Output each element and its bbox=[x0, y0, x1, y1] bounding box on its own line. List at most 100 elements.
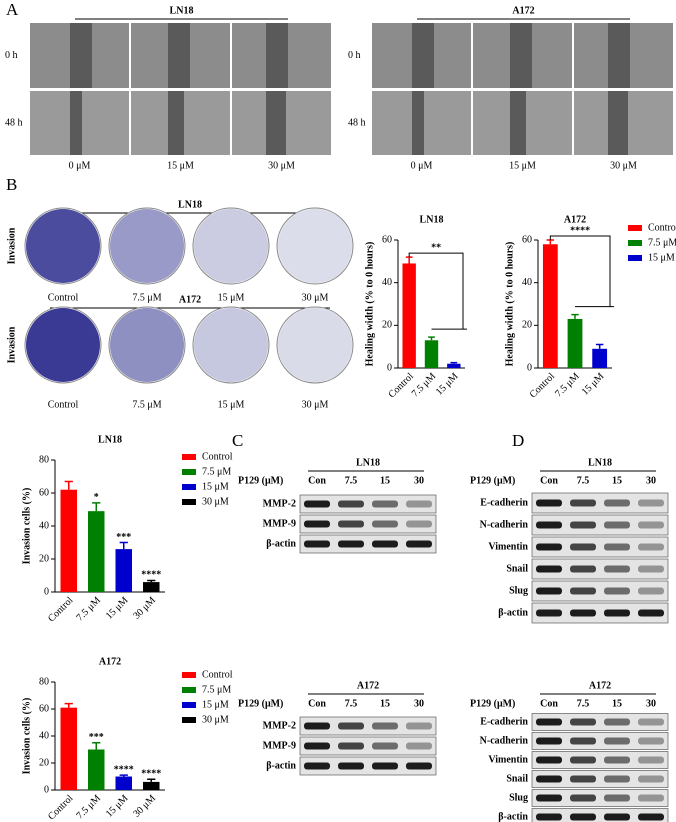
y-axis-label: Healing width (% to 0 hours) bbox=[504, 242, 515, 367]
band bbox=[604, 543, 630, 551]
band bbox=[304, 742, 330, 750]
band bbox=[638, 521, 664, 529]
band bbox=[638, 543, 664, 551]
bracket bbox=[549, 235, 614, 308]
band bbox=[338, 762, 364, 770]
column-label: Control bbox=[48, 399, 79, 410]
blot-strip bbox=[299, 716, 437, 736]
bar bbox=[402, 263, 416, 368]
band bbox=[536, 587, 562, 595]
band bbox=[536, 565, 562, 573]
band bbox=[406, 540, 432, 548]
band bbox=[372, 762, 398, 770]
panel-letter: C bbox=[232, 431, 243, 450]
wound-gap bbox=[510, 91, 526, 155]
wound-gap bbox=[608, 91, 628, 155]
y-tick-label: 0 bbox=[387, 362, 392, 373]
legend-label: Control bbox=[648, 222, 676, 233]
band bbox=[406, 742, 432, 750]
dose: 7.5 bbox=[577, 698, 590, 709]
band bbox=[406, 520, 432, 528]
band bbox=[604, 775, 630, 783]
legend-label: 15 μM bbox=[648, 252, 675, 263]
error-bar bbox=[405, 256, 413, 264]
cell-name: A172 bbox=[589, 680, 611, 691]
band bbox=[570, 756, 596, 764]
cell-name: LN18 bbox=[588, 457, 612, 468]
protein-label: MMP-9 bbox=[263, 518, 296, 529]
legend-swatch bbox=[628, 240, 642, 246]
chart-title: A172 bbox=[99, 656, 121, 667]
band bbox=[604, 718, 630, 726]
protein-label: MMP-9 bbox=[263, 740, 296, 751]
band bbox=[638, 794, 664, 802]
blot-strip bbox=[299, 756, 437, 776]
group-name: A172 bbox=[179, 294, 201, 305]
band bbox=[536, 718, 562, 726]
cell-name: LN18 bbox=[356, 457, 380, 468]
legend-label: 15 μM bbox=[202, 481, 229, 492]
error-bar bbox=[119, 774, 128, 777]
protein-label: N-cadherin bbox=[480, 735, 529, 746]
band bbox=[406, 500, 432, 508]
significance: **** bbox=[114, 764, 134, 775]
band bbox=[604, 609, 630, 617]
band bbox=[536, 756, 562, 764]
y-tick-label: 20 bbox=[39, 553, 49, 564]
band bbox=[638, 565, 664, 573]
band bbox=[536, 775, 562, 783]
column-label: Control bbox=[48, 292, 79, 303]
x-tick-label: 7.5 μM bbox=[410, 371, 439, 400]
significance: *** bbox=[89, 732, 104, 743]
error-bar bbox=[571, 313, 579, 319]
band bbox=[304, 540, 330, 548]
band bbox=[638, 587, 664, 595]
protein-label: β-actin bbox=[266, 760, 296, 771]
x-tick-label: 7.5 μM bbox=[553, 371, 582, 400]
y-tick-label: 40 bbox=[39, 520, 49, 531]
legend-label: 30 μM bbox=[202, 714, 229, 725]
error-bar bbox=[64, 702, 73, 708]
band bbox=[338, 722, 364, 730]
y-tick-label: 0 bbox=[44, 586, 49, 597]
legend-label: 30 μM bbox=[202, 496, 229, 507]
dose: 15 bbox=[380, 698, 390, 709]
column-label: 0 μM bbox=[411, 160, 433, 171]
bar bbox=[143, 781, 160, 790]
blot-strip bbox=[531, 732, 669, 750]
blot-strip bbox=[531, 536, 669, 558]
band bbox=[536, 813, 562, 821]
band bbox=[304, 722, 330, 730]
well bbox=[108, 207, 186, 285]
protein-label: β-actin bbox=[498, 811, 528, 822]
row-label: 0 h bbox=[348, 50, 361, 61]
bracket bbox=[408, 252, 467, 330]
cell-name: A172 bbox=[512, 5, 534, 16]
band bbox=[604, 499, 630, 507]
band bbox=[570, 587, 596, 595]
y-tick-label: 0 bbox=[44, 784, 49, 795]
band bbox=[604, 587, 630, 595]
significance: ** bbox=[431, 242, 441, 253]
band bbox=[338, 742, 364, 750]
band bbox=[304, 520, 330, 528]
band bbox=[536, 499, 562, 507]
wound-gap bbox=[608, 23, 630, 88]
stain bbox=[194, 209, 268, 283]
band bbox=[570, 565, 596, 573]
stain bbox=[278, 308, 352, 382]
dose: 7.5 bbox=[345, 475, 358, 486]
dose: Con bbox=[540, 475, 558, 486]
x-tick-label: Control bbox=[528, 371, 558, 401]
x-tick-label: 15 μM bbox=[434, 371, 461, 398]
significance: **** bbox=[141, 570, 161, 581]
error-bar bbox=[119, 541, 128, 550]
blot-strip bbox=[299, 534, 437, 554]
band bbox=[570, 813, 596, 821]
error-bar bbox=[428, 336, 435, 341]
band bbox=[338, 500, 364, 508]
band bbox=[372, 722, 398, 730]
bar bbox=[592, 348, 608, 368]
blot-strip bbox=[299, 494, 437, 514]
column-label: 30 μM bbox=[610, 160, 637, 171]
